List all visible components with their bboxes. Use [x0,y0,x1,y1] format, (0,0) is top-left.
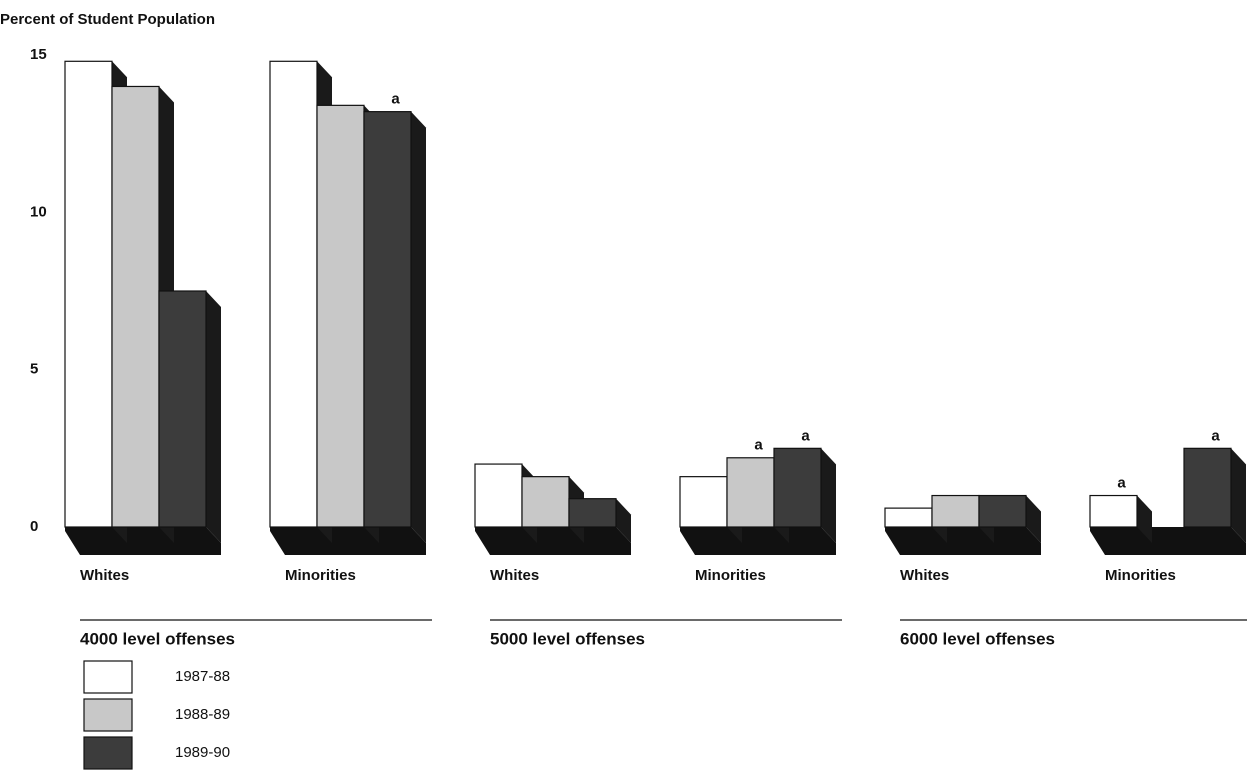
bar-side [821,448,836,543]
group-label: 4000 level offenses [80,629,235,648]
x-tick-label: Minorities [1105,567,1176,584]
bar [1183,447,1232,528]
note: a [801,427,810,444]
bar [474,463,523,528]
bar-side [1231,448,1246,543]
bar [978,494,1027,528]
bar [931,494,980,528]
legend-label: 1989-90 [175,744,230,761]
bar-side [1026,495,1041,543]
bar [679,476,728,528]
bar-side [411,111,426,543]
y-tick-label: 10 [30,203,47,220]
bar [158,290,207,528]
legend-swatch [83,698,133,732]
x-tick-label: Whites [900,567,949,584]
floor [270,527,426,555]
floor [680,527,836,555]
y-tick-label: 0 [30,518,38,535]
bar-side [206,291,221,543]
bar [316,104,365,528]
bar [111,85,160,528]
bar [521,476,570,528]
bar [726,457,775,528]
legend-swatch [83,736,133,770]
bar [363,111,412,528]
bar [884,507,933,528]
bar [568,498,617,528]
bar-side [1137,495,1152,543]
chart-title: Percent of Student Population [0,11,215,28]
group-label: 6000 level offenses [900,629,1055,648]
floor [475,527,631,555]
note: a [1117,475,1126,492]
floor [1090,527,1246,555]
y-tick-label: 15 [30,46,47,63]
note: a [754,437,763,454]
bar-side [616,498,631,543]
note: a [1211,427,1220,444]
bar [269,60,318,528]
bar [1089,494,1138,528]
legend-swatch [83,660,133,694]
x-tick-label: Whites [490,567,539,584]
bar [773,447,822,528]
y-tick-label: 5 [30,361,38,378]
bar [64,60,113,528]
x-tick-label: Whites [80,567,129,584]
x-tick-label: Minorities [695,567,766,584]
legend-label: 1988-89 [175,706,230,723]
floor [65,527,221,555]
note: a [391,91,400,108]
floor [885,527,1041,555]
x-tick-label: Minorities [285,567,356,584]
group-label: 5000 level offenses [490,629,645,648]
legend-label: 1987-88 [175,668,230,685]
